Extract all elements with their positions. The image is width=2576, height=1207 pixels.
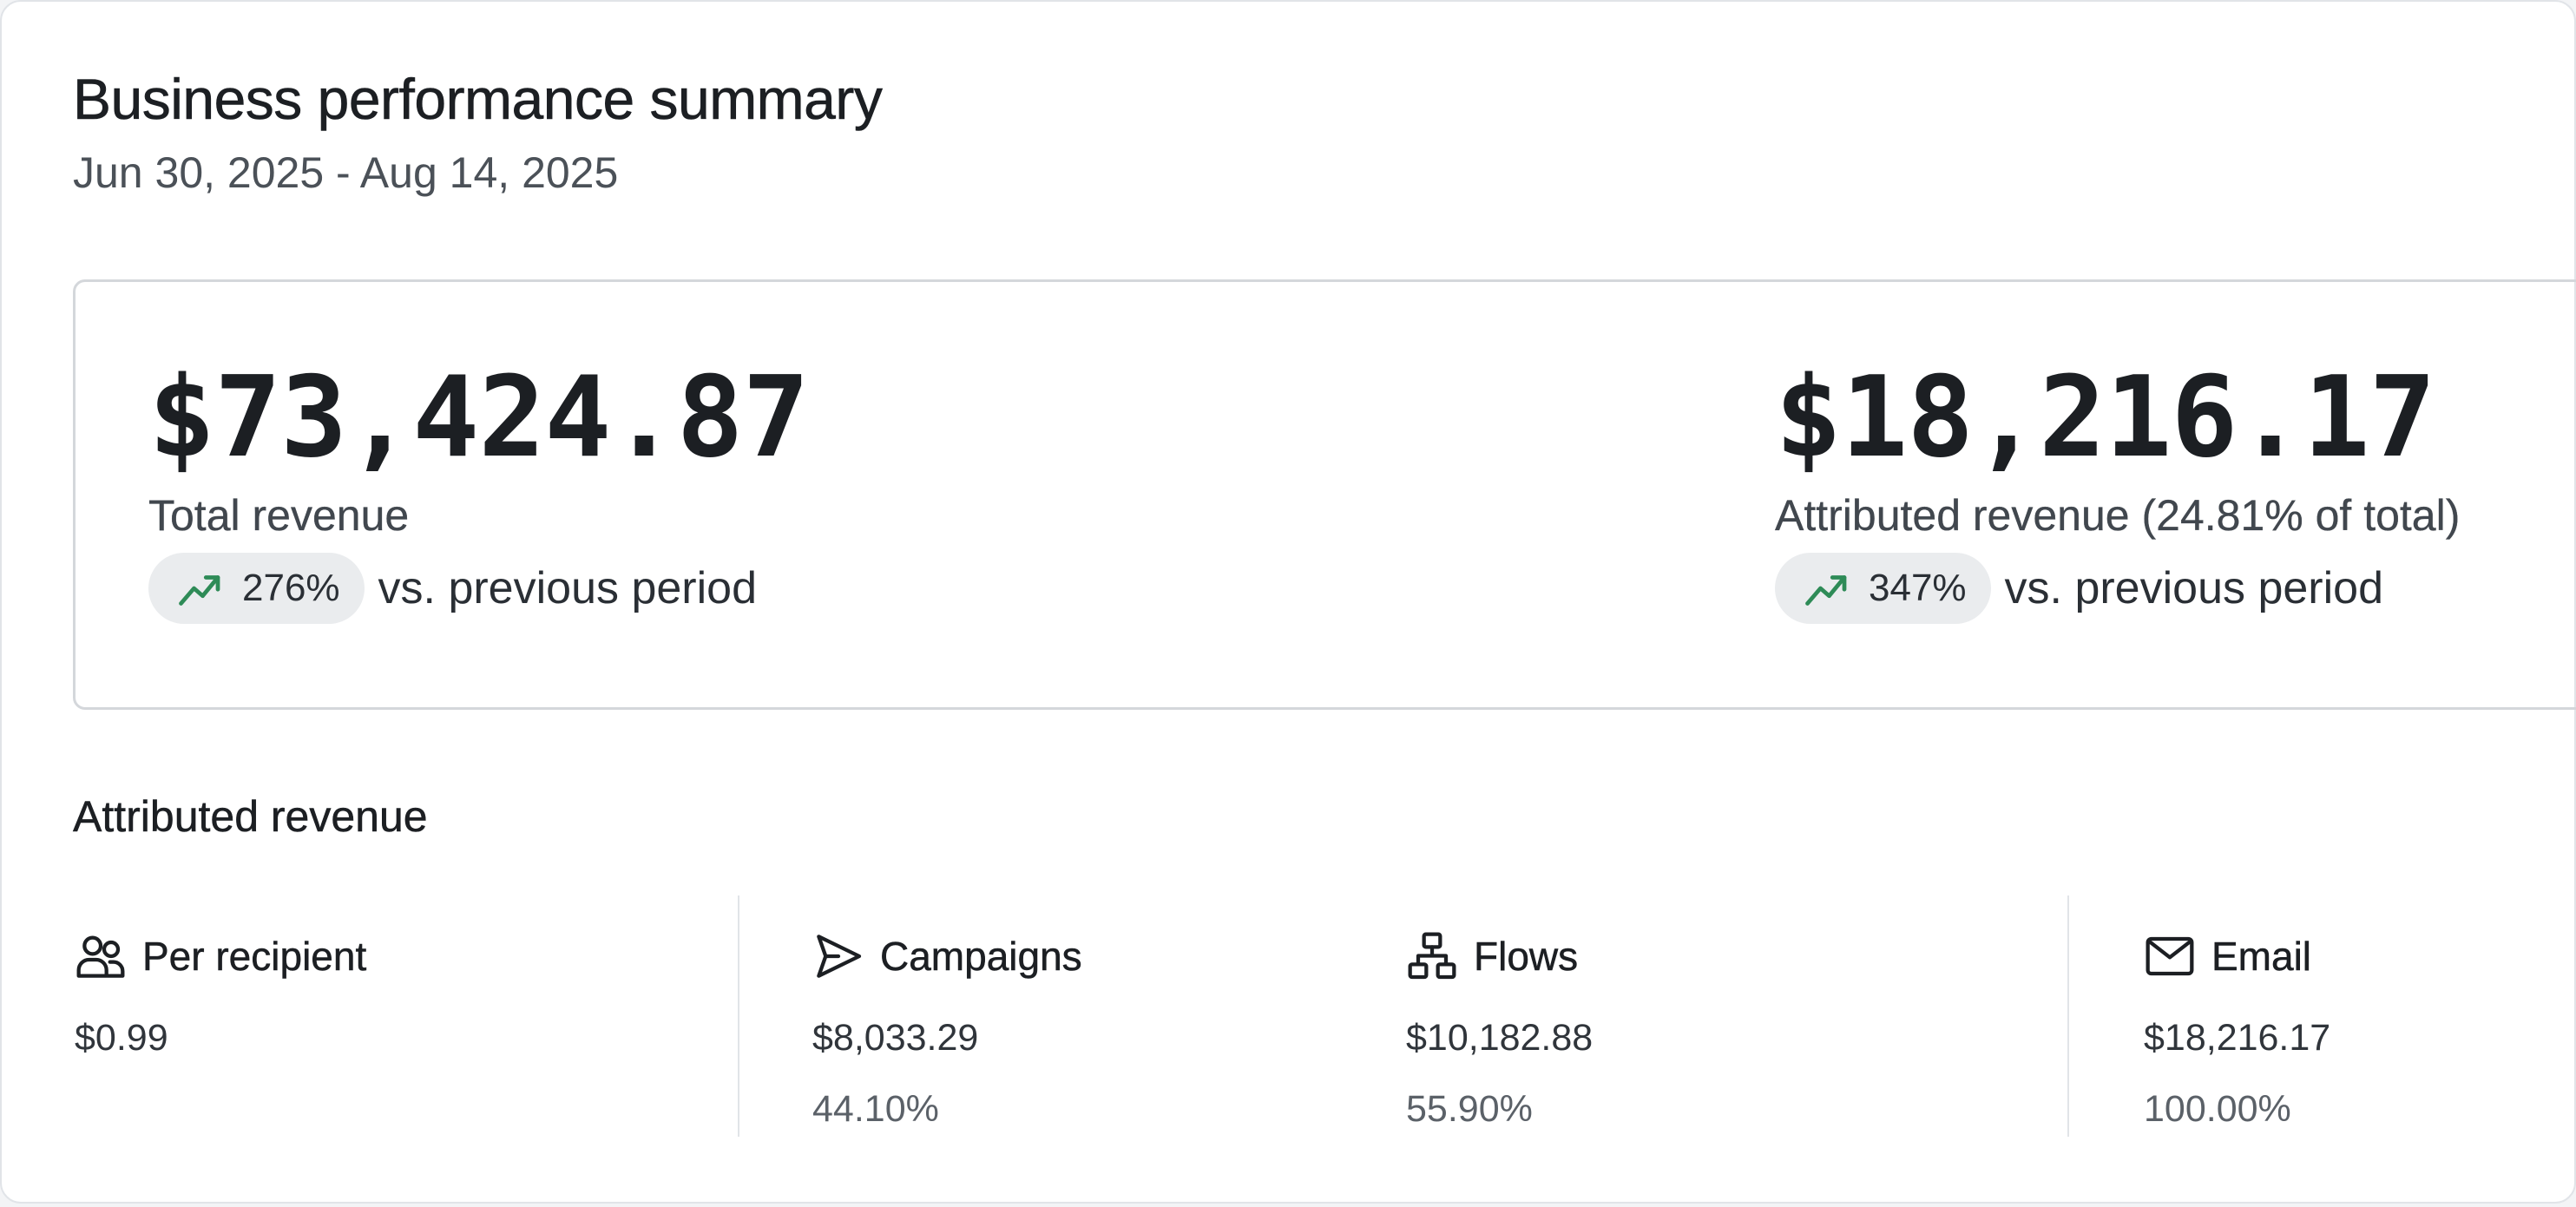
metric-campaigns: Campaigns $8,033.29 44.10% <box>811 922 1082 1130</box>
metric-header: Campaigns <box>811 922 1082 991</box>
users-icon <box>73 928 128 984</box>
trend-suffix: vs. previous period <box>2004 563 2383 613</box>
flows-icon <box>1404 928 1460 984</box>
metric-header: Flows <box>1404 922 1578 991</box>
metric-header: Email <box>2142 922 2311 991</box>
kpi-summary-box: $73,424.87 Total revenue 276% vs. previo… <box>73 279 2576 710</box>
date-range: Jun 30, 2025 - Aug 14, 2025 <box>73 148 619 197</box>
kpi-value: $18,216.17 <box>1775 353 2436 482</box>
metric-value: $18,216.17 <box>2144 1017 2331 1059</box>
metric-value: $10,182.88 <box>1406 1017 1594 1059</box>
metric-percent: 44.10% <box>812 1088 939 1130</box>
trend-badge: 347% <box>1775 553 1991 624</box>
trend-suffix: vs. previous period <box>378 563 757 613</box>
metric-percent: 55.90% <box>1406 1088 1533 1130</box>
trending-up-icon <box>174 562 227 614</box>
trend-row: 276% vs. previous period <box>148 553 809 624</box>
trending-up-icon <box>1801 562 1853 614</box>
metric-value: $8,033.29 <box>812 1017 979 1059</box>
column-divider <box>738 895 739 1137</box>
trend-badge: 276% <box>148 553 365 624</box>
metric-label: Campaigns <box>880 934 1082 980</box>
kpi-value: $73,424.87 <box>148 353 810 482</box>
metric-label: Email <box>2211 934 2312 980</box>
metric-header: Per recipient <box>73 922 366 991</box>
metric-flows: Flows $10,182.88 55.90% <box>1404 922 1593 1130</box>
metric-email: Email $18,216.17 100.00% <box>2142 922 2330 1130</box>
metric-per-recipient: Per recipient $0.99 <box>73 922 366 1059</box>
page-title: Business performance summary <box>73 67 883 132</box>
mail-icon <box>2142 928 2198 984</box>
kpi-total-revenue: $73,424.87 Total revenue 276% vs. previo… <box>148 353 810 624</box>
trend-percent: 347% <box>1869 567 1967 609</box>
metric-label: Flows <box>1474 934 1579 980</box>
metric-label: Per recipient <box>142 934 367 980</box>
kpi-label: Total revenue <box>148 491 410 540</box>
send-icon <box>811 928 866 984</box>
metric-value: $0.99 <box>75 1017 168 1059</box>
trend-row: 347% vs. previous period <box>1775 553 2460 624</box>
kpi-label: Attributed revenue (24.81% of total) <box>1775 491 2461 540</box>
trend-percent: 276% <box>242 567 340 609</box>
kpi-attributed-revenue: $18,216.17 Attributed revenue (24.81% of… <box>1775 353 2461 624</box>
column-divider <box>2067 895 2069 1137</box>
section-title-attributed-revenue: Attributed revenue <box>73 792 428 842</box>
metric-percent: 100.00% <box>2144 1088 2291 1130</box>
